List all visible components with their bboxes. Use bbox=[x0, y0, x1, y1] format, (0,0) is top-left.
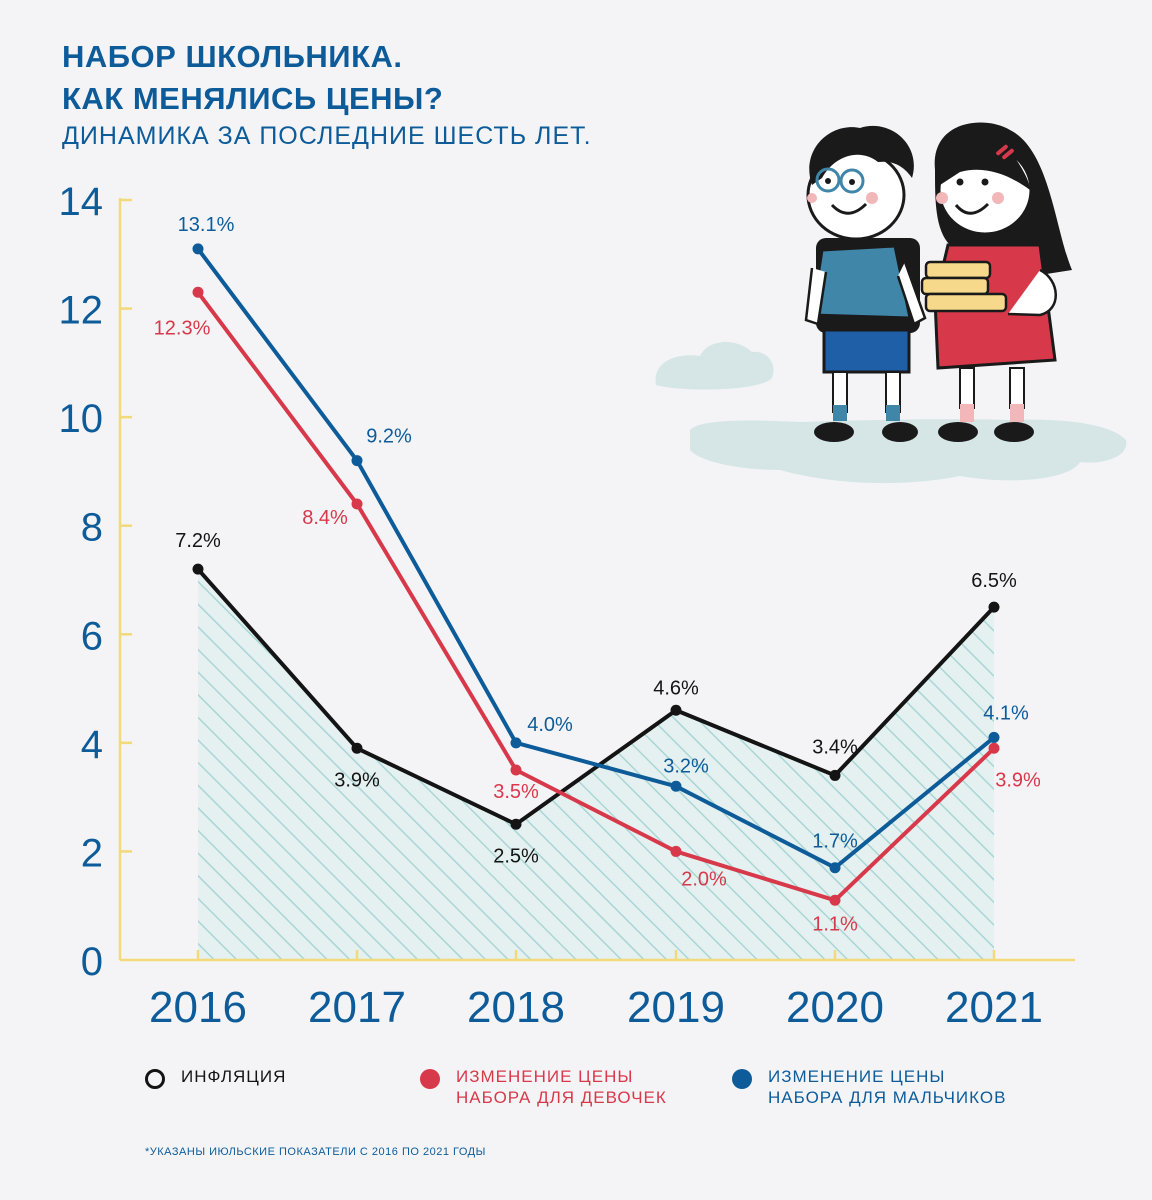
data-point-inflation bbox=[351, 742, 363, 754]
data-label-boys: 4.1% bbox=[983, 702, 1029, 724]
legend-label-inflation: ИНФЛЯЦИЯ bbox=[181, 1067, 287, 1086]
legend-item-inflation: ИНФЛЯЦИЯ bbox=[145, 1066, 286, 1089]
data-point-girls bbox=[192, 286, 204, 298]
data-point-girls bbox=[988, 742, 1000, 754]
x-tick-label: 2019 bbox=[627, 983, 725, 1032]
y-tick-label: 8 bbox=[81, 506, 103, 550]
series-boys: 13.1% 9.2% 4.0% 3.2% 1.7% 4.1% bbox=[178, 214, 1029, 874]
x-tick-label: 2018 bbox=[467, 983, 565, 1032]
data-label-boys: 9.2% bbox=[366, 426, 412, 448]
data-point-inflation bbox=[988, 601, 1000, 613]
data-label-inflation: 6.5% bbox=[971, 570, 1017, 592]
data-point-boys bbox=[988, 731, 1000, 743]
data-label-boys: 4.0% bbox=[527, 714, 573, 736]
data-point-boys bbox=[829, 862, 841, 874]
data-point-boys bbox=[351, 455, 363, 467]
data-point-inflation bbox=[670, 704, 682, 716]
legend-marker-boys bbox=[732, 1069, 752, 1089]
data-point-girls bbox=[510, 764, 522, 776]
data-label-inflation: 3.9% bbox=[334, 769, 380, 791]
data-point-boys bbox=[510, 737, 522, 749]
legend-item-boys: ИЗМЕНЕНИЕ ЦЕНЫ НАБОРА ДЛЯ МАЛЬЧИКОВ bbox=[732, 1066, 1006, 1108]
data-label-boys: 3.2% bbox=[663, 755, 709, 777]
series-line-boys bbox=[196, 247, 996, 870]
data-label-boys: 13.1% bbox=[178, 214, 235, 236]
title-line-2: КАК МЕНЯЛИСЬ ЦЕНЫ? bbox=[62, 81, 444, 116]
kids-illustration bbox=[655, 122, 1127, 484]
legend-item-girls: ИЗМЕНЕНИЕ ЦЕНЫ НАБОРА ДЛЯ ДЕВОЧЕК bbox=[420, 1066, 667, 1108]
footnote: *УКАЗАНЫ ИЮЛЬСКИЕ ПОКАЗАТЕЛИ С 2016 ПО 2… bbox=[145, 1146, 486, 1158]
data-label-girls: 1.1% bbox=[812, 913, 858, 935]
data-point-boys bbox=[192, 243, 204, 255]
y-tick-label: 10 bbox=[59, 397, 104, 441]
series-inflation: 7.2% 3.9% 2.5% 4.6% 3.4% 6.5% bbox=[175, 530, 1017, 867]
series-line-girls bbox=[196, 291, 996, 903]
y-tick-label: 2 bbox=[81, 831, 103, 875]
inflation-hatched-area bbox=[198, 569, 994, 960]
chart-subtitle: ДИНАМИКА ЗА ПОСЛЕДНИЕ ШЕСТЬ ЛЕТ. bbox=[62, 122, 592, 150]
y-tick-label: 0 bbox=[81, 940, 103, 984]
data-point-girls bbox=[670, 845, 682, 857]
y-axis-ticks: 0 2 4 6 8 10 12 14 bbox=[59, 180, 132, 984]
data-point-girls bbox=[829, 894, 841, 906]
x-tick-label: 2016 bbox=[149, 983, 247, 1032]
y-tick-label: 14 bbox=[59, 180, 104, 224]
data-label-inflation: 4.6% bbox=[653, 677, 699, 699]
girl-holding-books-icon bbox=[920, 122, 1072, 442]
data-label-girls: 8.4% bbox=[302, 507, 348, 529]
data-point-inflation bbox=[192, 563, 204, 575]
legend-marker-inflation bbox=[145, 1069, 165, 1089]
x-tick-label: 2021 bbox=[945, 983, 1043, 1032]
data-label-boys: 1.7% bbox=[812, 831, 858, 853]
chart-title: НАБОР ШКОЛЬНИКА. КАК МЕНЯЛИСЬ ЦЕНЫ? bbox=[62, 36, 443, 120]
legend-label-girls: ИЗМЕНЕНИЕ ЦЕНЫ НАБОРА ДЛЯ ДЕВОЧЕК bbox=[456, 1067, 667, 1107]
legend-label-boys: ИЗМЕНЕНИЕ ЦЕНЫ НАБОРА ДЛЯ МАЛЬЧИКОВ bbox=[768, 1067, 1007, 1107]
x-tick-label: 2017 bbox=[308, 983, 406, 1032]
boy-with-glasses-and-backpack-icon bbox=[804, 125, 927, 442]
series-girls: 12.3% 8.4% 3.5% 2.0% 1.1% 3.9% bbox=[154, 286, 1041, 935]
data-label-girls: 12.3% bbox=[154, 317, 211, 339]
data-point-girls bbox=[351, 498, 363, 510]
data-label-girls: 2.0% bbox=[681, 868, 727, 890]
data-label-inflation: 2.5% bbox=[493, 845, 539, 867]
y-tick-label: 6 bbox=[81, 614, 103, 658]
data-point-inflation bbox=[510, 818, 522, 830]
data-label-girls: 3.5% bbox=[493, 781, 539, 803]
data-label-inflation: 3.4% bbox=[812, 736, 858, 758]
y-tick-label: 12 bbox=[59, 289, 104, 333]
y-tick-label: 4 bbox=[81, 723, 103, 767]
data-label-girls: 3.9% bbox=[995, 769, 1041, 791]
series-layer: 7.2% 3.9% 2.5% 4.6% 3.4% 6.5% 12.3% 8.4% 3.5% 2.0… bbox=[154, 214, 1041, 935]
legend-marker-girls bbox=[420, 1069, 440, 1089]
x-axis-ticks: 2016 2017 2018 2019 2020 2021 bbox=[149, 950, 1043, 1032]
data-point-boys bbox=[670, 780, 682, 792]
series-line-inflation bbox=[196, 567, 996, 827]
x-tick-label: 2020 bbox=[786, 983, 884, 1032]
title-line-1: НАБОР ШКОЛЬНИКА. bbox=[62, 39, 403, 74]
data-point-inflation bbox=[829, 769, 841, 781]
data-label-inflation: 7.2% bbox=[175, 530, 221, 552]
